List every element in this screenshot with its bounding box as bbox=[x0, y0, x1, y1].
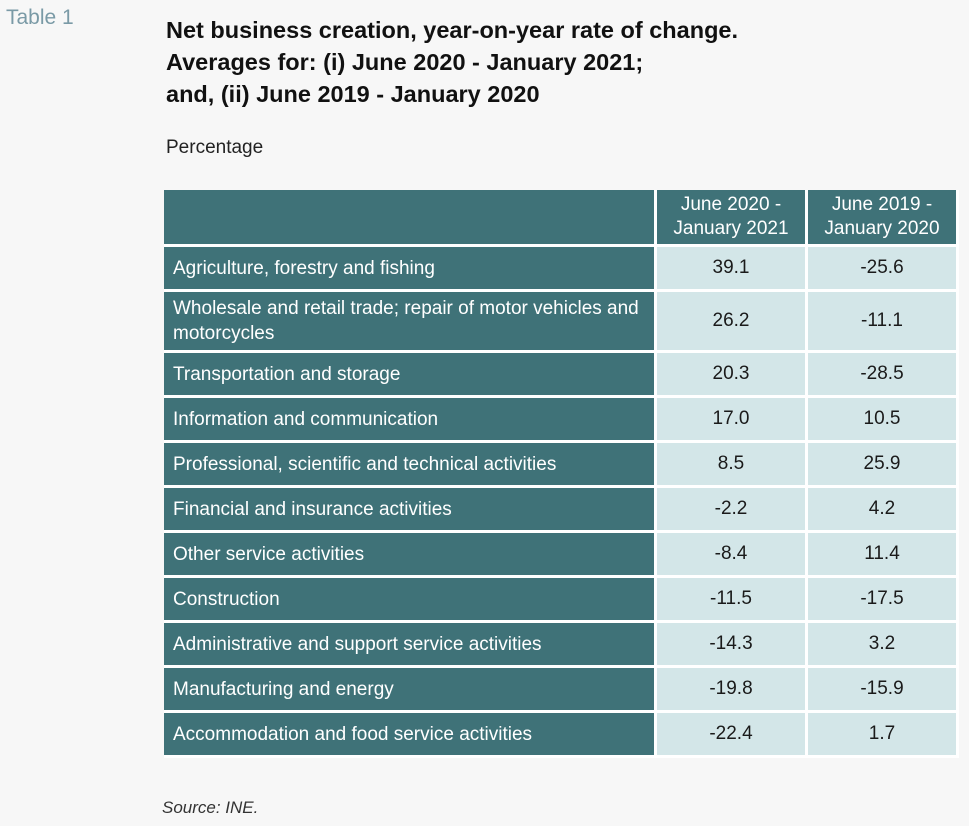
row-label: Accommodation and food service activitie… bbox=[164, 713, 657, 758]
value-cell: -11.1 bbox=[808, 292, 959, 353]
header-row: June 2020 - January 2021 June 2019 - Jan… bbox=[164, 190, 959, 247]
value-cell: 1.7 bbox=[808, 713, 959, 758]
title-line-2: Averages for: (i) June 2020 - January 20… bbox=[166, 49, 644, 75]
unit-label: Percentage bbox=[166, 137, 264, 158]
row-label: Financial and insurance activities bbox=[164, 488, 657, 533]
value-cell: 4.2 bbox=[808, 488, 959, 533]
table-row: Administrative and support service activ… bbox=[164, 623, 959, 668]
value-cell: -15.9 bbox=[808, 668, 959, 713]
column-header-june-2019: June 2019 - January 2020 bbox=[808, 190, 959, 247]
table-row: Accommodation and food service activitie… bbox=[164, 713, 959, 758]
row-label: Agriculture, forestry and fishing bbox=[164, 247, 657, 292]
table-row: Professional, scientific and technical a… bbox=[164, 443, 959, 488]
table-row: Manufacturing and energy -19.8 -15.9 bbox=[164, 668, 959, 713]
column-header-line: June 2020 - bbox=[680, 194, 782, 215]
value-cell: 39.1 bbox=[657, 247, 808, 292]
value-cell: -11.5 bbox=[657, 578, 808, 623]
table-row: Wholesale and retail trade; repair of mo… bbox=[164, 292, 959, 353]
value-cell: -19.8 bbox=[657, 668, 808, 713]
table-row: Other service activities -8.4 11.4 bbox=[164, 533, 959, 578]
table-label: Table 1 bbox=[6, 6, 74, 29]
value-cell: 3.2 bbox=[808, 623, 959, 668]
value-cell: 20.3 bbox=[657, 353, 808, 398]
row-label: Wholesale and retail trade; repair of mo… bbox=[164, 292, 657, 353]
value-cell: 26.2 bbox=[657, 292, 808, 353]
value-cell: -14.3 bbox=[657, 623, 808, 668]
column-header-june-2020: June 2020 - January 2021 bbox=[657, 190, 808, 247]
column-header-line: January 2021 bbox=[673, 218, 789, 239]
value-cell: -8.4 bbox=[657, 533, 808, 578]
value-cell: -17.5 bbox=[808, 578, 959, 623]
title-line-3: and, (ii) June 2019 - January 2020 bbox=[166, 81, 540, 107]
value-cell: 25.9 bbox=[808, 443, 959, 488]
row-label: Other service activities bbox=[164, 533, 657, 578]
row-label: Administrative and support service activ… bbox=[164, 623, 657, 668]
table-row: Information and communication 17.0 10.5 bbox=[164, 398, 959, 443]
corner-header-cell bbox=[164, 190, 657, 247]
value-cell: -25.6 bbox=[808, 247, 959, 292]
column-header-line: June 2019 - bbox=[831, 194, 933, 215]
table-row: Transportation and storage 20.3 -28.5 bbox=[164, 353, 959, 398]
value-cell: -2.2 bbox=[657, 488, 808, 533]
column-header-line: January 2020 bbox=[824, 218, 940, 239]
source-note: Source: INE. bbox=[162, 798, 259, 817]
row-label: Construction bbox=[164, 578, 657, 623]
table-row: Construction -11.5 -17.5 bbox=[164, 578, 959, 623]
data-table: June 2020 - January 2021 June 2019 - Jan… bbox=[164, 190, 959, 758]
title-line-1: Net business creation, year-on-year rate… bbox=[166, 17, 739, 43]
table-row: Financial and insurance activities -2.2 … bbox=[164, 488, 959, 533]
value-cell: -22.4 bbox=[657, 713, 808, 758]
table-row: Agriculture, forestry and fishing 39.1 -… bbox=[164, 247, 959, 292]
row-label: Professional, scientific and technical a… bbox=[164, 443, 657, 488]
value-cell: 8.5 bbox=[657, 443, 808, 488]
row-label: Information and communication bbox=[164, 398, 657, 443]
row-label: Manufacturing and energy bbox=[164, 668, 657, 713]
table-title: Net business creation, year-on-year rate… bbox=[166, 14, 946, 110]
value-cell: 11.4 bbox=[808, 533, 959, 578]
value-cell: 17.0 bbox=[657, 398, 808, 443]
row-label: Transportation and storage bbox=[164, 353, 657, 398]
value-cell: 10.5 bbox=[808, 398, 959, 443]
value-cell: -28.5 bbox=[808, 353, 959, 398]
